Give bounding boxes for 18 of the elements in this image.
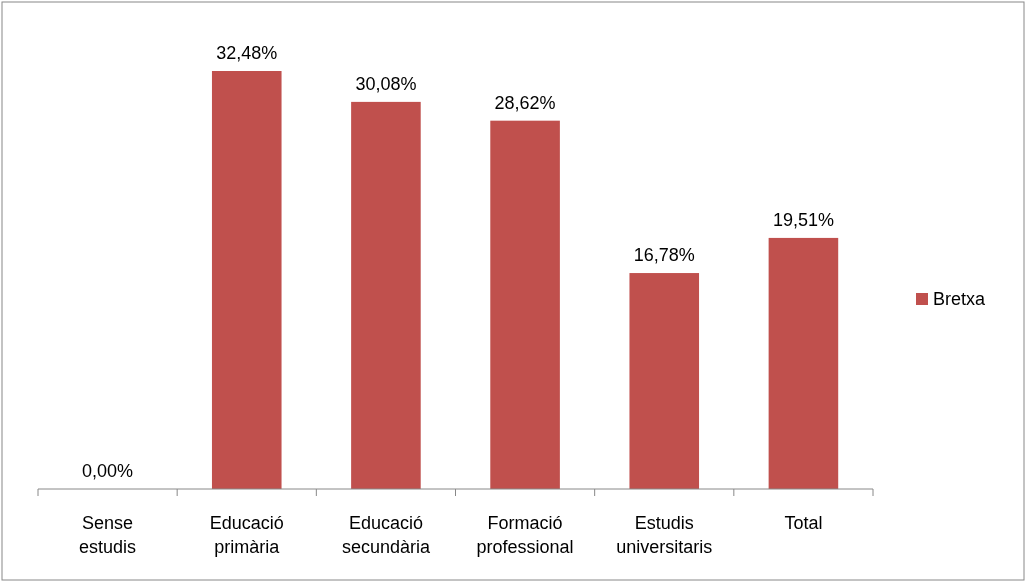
bar <box>490 120 560 489</box>
data-label: 16,78% <box>633 245 695 266</box>
bar <box>629 273 700 489</box>
data-label: 0,00% <box>82 461 134 481</box>
x-tick-label: Sense estudis <box>79 513 137 557</box>
data-label: 30,08% <box>355 73 417 94</box>
data-label: 28,62% <box>494 92 556 113</box>
legend-label: Bretxa <box>933 289 987 309</box>
x-tick-label: Formació professional <box>476 513 574 557</box>
x-tick-label: Educació secundària <box>341 513 431 557</box>
bar <box>211 71 282 489</box>
bar <box>768 237 839 489</box>
x-tick-label: Educació primària <box>209 513 284 557</box>
x-tick-label: Total <box>784 513 823 533</box>
x-tick-label: Estudis universitaris <box>616 513 713 557</box>
bar <box>351 101 421 489</box>
data-label: 19,51% <box>772 209 834 230</box>
data-label: 32,48% <box>216 43 278 63</box>
